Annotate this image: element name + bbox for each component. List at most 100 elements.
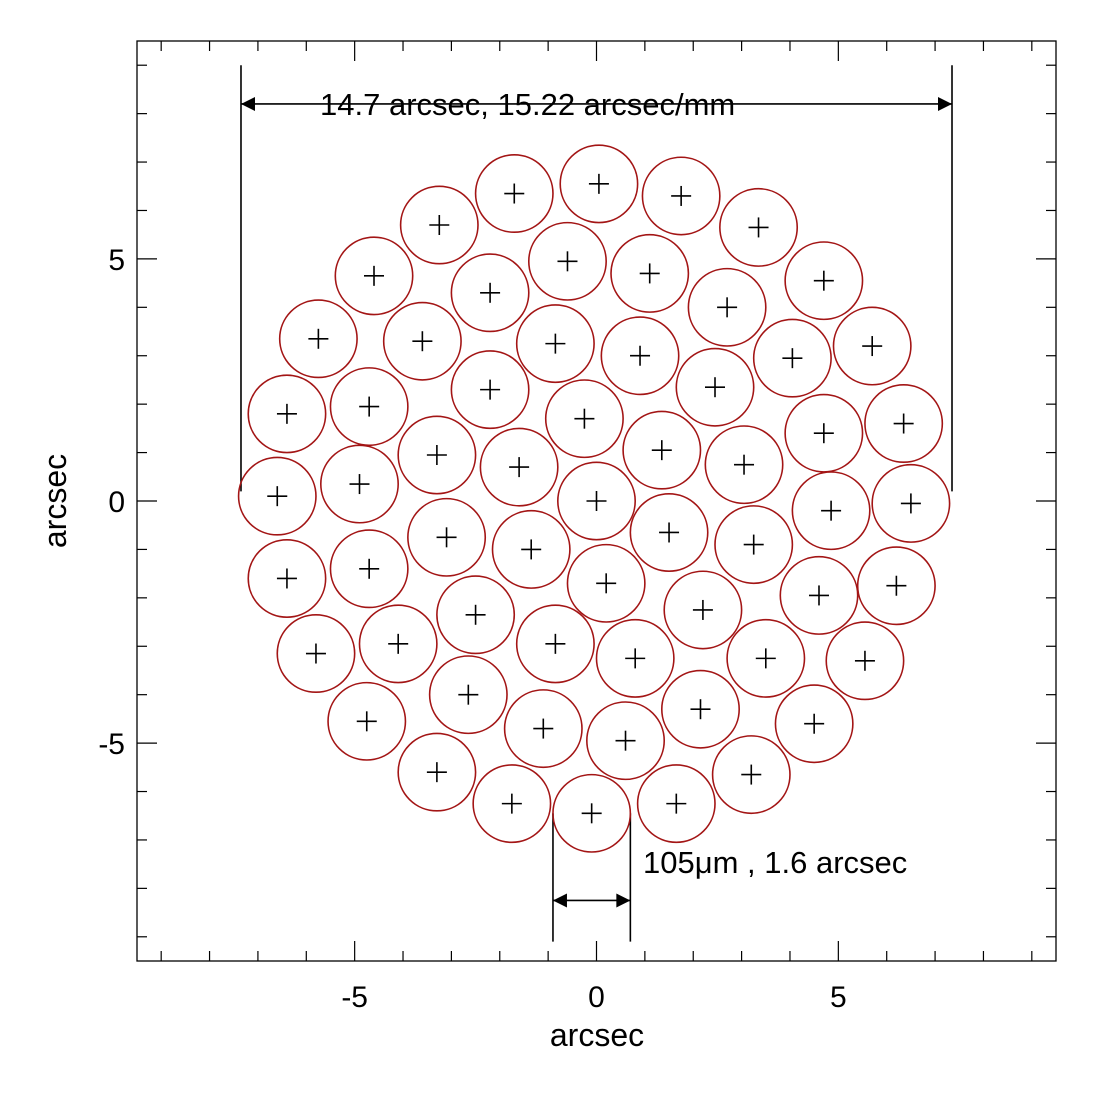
fiber bbox=[479, 427, 559, 507]
fiber bbox=[629, 492, 709, 572]
fiber bbox=[474, 154, 554, 234]
x-tick-label: 0 bbox=[588, 981, 605, 1014]
fiber bbox=[334, 236, 414, 316]
fiber bbox=[544, 379, 624, 459]
y-tick-label: -5 bbox=[98, 728, 125, 761]
fiber bbox=[527, 221, 607, 301]
fiber-circle bbox=[566, 543, 646, 623]
fiber-circle bbox=[663, 570, 743, 650]
fiber-circle bbox=[472, 764, 552, 844]
fiber bbox=[711, 735, 791, 815]
fiber-circle bbox=[856, 546, 936, 626]
fiber bbox=[622, 410, 702, 490]
fiber-circle bbox=[358, 604, 438, 684]
fiber bbox=[586, 701, 666, 781]
fiber-circle bbox=[641, 156, 721, 236]
fiber-circle bbox=[397, 415, 477, 495]
fiber-circle bbox=[871, 463, 951, 543]
arrow-head bbox=[938, 96, 953, 111]
fiber-circle bbox=[276, 614, 356, 694]
fiber bbox=[399, 185, 479, 265]
fiber bbox=[515, 604, 595, 684]
fiber bbox=[407, 497, 487, 577]
fiber-circle bbox=[329, 529, 409, 609]
fiber bbox=[726, 618, 806, 698]
x-tick-label: -5 bbox=[341, 981, 368, 1014]
fiber-circle bbox=[491, 509, 571, 589]
fiber bbox=[428, 655, 508, 735]
fiber bbox=[704, 425, 784, 505]
fiber bbox=[450, 350, 530, 430]
fiber bbox=[436, 575, 516, 655]
fiber bbox=[320, 444, 399, 524]
fiber-circle bbox=[237, 456, 317, 536]
fiber-circle bbox=[687, 267, 767, 347]
fiber-circle bbox=[791, 471, 871, 551]
fiber-circle bbox=[675, 347, 755, 427]
fiber bbox=[864, 384, 944, 464]
fiber-circle bbox=[334, 236, 414, 316]
fiber bbox=[595, 618, 675, 698]
fiber bbox=[515, 304, 595, 384]
y-axis-title: arcsec bbox=[37, 454, 73, 548]
fiber bbox=[237, 456, 317, 536]
fiber-circle bbox=[399, 185, 479, 265]
arrow-head bbox=[616, 893, 631, 908]
arrow-head bbox=[552, 893, 567, 908]
fiber-circle bbox=[544, 379, 624, 459]
fiber bbox=[856, 546, 936, 626]
fiber-circle bbox=[479, 427, 559, 507]
fiber bbox=[784, 393, 864, 473]
fiber-circle bbox=[719, 187, 799, 267]
fiber bbox=[329, 367, 409, 447]
fiber-circle bbox=[320, 444, 399, 524]
fiber-circle bbox=[515, 304, 595, 384]
fiber-circle bbox=[779, 555, 859, 635]
axis-labels: -5 0 5 -5 0 5 bbox=[98, 244, 846, 1014]
fiber-circle bbox=[825, 621, 905, 701]
fiber-circle bbox=[586, 701, 666, 781]
fiber-circle bbox=[527, 221, 607, 301]
fiber bbox=[472, 764, 552, 844]
fiber bbox=[871, 463, 951, 543]
fiber-circle bbox=[247, 374, 327, 454]
fiber-circle bbox=[752, 318, 832, 398]
fiber-circle bbox=[407, 497, 487, 577]
fiber-circle bbox=[600, 316, 680, 396]
fiber-circle bbox=[774, 684, 854, 764]
fiber-circle bbox=[552, 773, 632, 853]
fiber bbox=[752, 318, 832, 398]
fiber bbox=[719, 187, 799, 267]
fiber-circle bbox=[557, 461, 636, 541]
fiber-circle bbox=[503, 689, 583, 769]
fiber bbox=[774, 684, 854, 764]
plot-frame bbox=[136, 40, 1057, 962]
fiber bbox=[450, 253, 530, 333]
fiber bbox=[714, 505, 794, 585]
fiber-circle bbox=[636, 764, 716, 844]
fiber-circle bbox=[704, 425, 784, 505]
fiber bbox=[329, 529, 409, 609]
y-tick-label: 5 bbox=[108, 244, 125, 277]
fiber bbox=[397, 732, 477, 812]
fiber-circle bbox=[784, 241, 864, 321]
fiber bbox=[559, 144, 639, 224]
fiber bbox=[784, 241, 864, 321]
fiber bbox=[552, 773, 632, 853]
fiber bbox=[382, 301, 462, 381]
fiber bbox=[779, 555, 859, 635]
fiber bbox=[247, 374, 327, 454]
fiber bbox=[687, 267, 767, 347]
fiber bbox=[358, 604, 438, 684]
fiber bbox=[247, 538, 327, 618]
fiber-circle bbox=[714, 505, 794, 585]
fiber-circle bbox=[397, 732, 477, 812]
fiber bbox=[641, 156, 721, 236]
fiber-circle bbox=[329, 367, 409, 447]
fiber bbox=[491, 509, 571, 589]
arrow-head bbox=[240, 96, 255, 111]
fiber-circle bbox=[382, 301, 462, 381]
fiber bbox=[825, 621, 905, 701]
x-axis-title: arcsec bbox=[550, 1017, 644, 1053]
fiber-circle bbox=[610, 233, 690, 313]
